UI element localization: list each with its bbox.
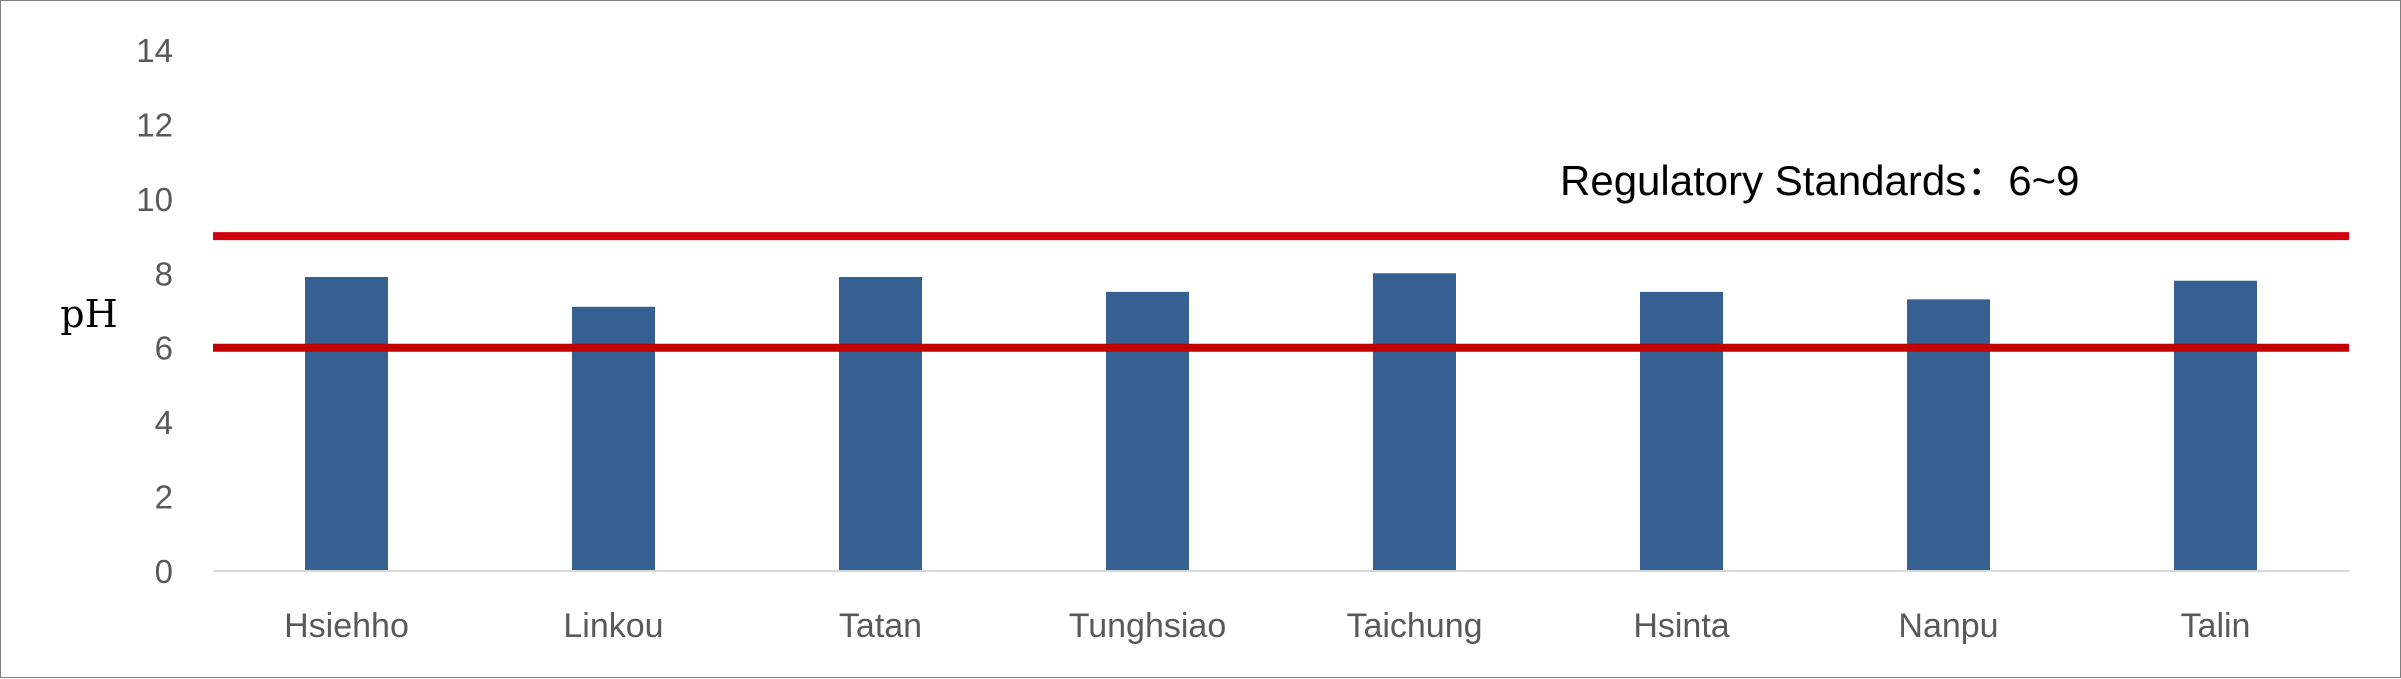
bar-taichung: [1373, 273, 1456, 571]
bars: [305, 273, 2257, 571]
x-tick-label: Hsiehho: [284, 607, 409, 645]
bar-nanpu: [1907, 299, 1990, 571]
bar-talin: [2174, 280, 2257, 571]
y-tick-label: 4: [155, 404, 173, 441]
y-tick-label: 2: [155, 479, 173, 516]
x-tick-label: Tunghsiao: [1069, 607, 1227, 645]
reference-lines: [213, 232, 2349, 352]
bar-tunghsiao: [1106, 291, 1189, 571]
bar-hsinta: [1640, 291, 1723, 571]
y-tick-label: 0: [155, 553, 173, 590]
y-axis-ticks: 0 2 4 6 8 10 12 14: [136, 32, 173, 590]
y-tick-label: 14: [136, 32, 173, 69]
x-axis-labels: Hsiehho Linkou Tatan Tunghsiao Taichung Hsint…: [284, 607, 2250, 645]
y-tick-label: 8: [155, 255, 173, 292]
regulatory-standards-annotation: Regulatory Standards：6~9: [1560, 157, 2079, 204]
bar-hsiehho: [305, 277, 388, 571]
y-tick-label: 6: [155, 330, 173, 367]
x-tick-label: Taichung: [1346, 607, 1482, 645]
x-tick-label: Linkou: [563, 607, 663, 645]
x-tick-label: Nanpu: [1898, 607, 1998, 645]
bar-tatan: [839, 277, 922, 571]
y-tick-label: 12: [136, 106, 173, 143]
x-tick-label: Hsinta: [1633, 607, 1729, 645]
y-tick-label: 10: [136, 181, 173, 218]
x-tick-label: Tatan: [839, 607, 922, 645]
x-tick-label: Talin: [2181, 607, 2251, 645]
y-axis-label: pH: [60, 292, 117, 336]
